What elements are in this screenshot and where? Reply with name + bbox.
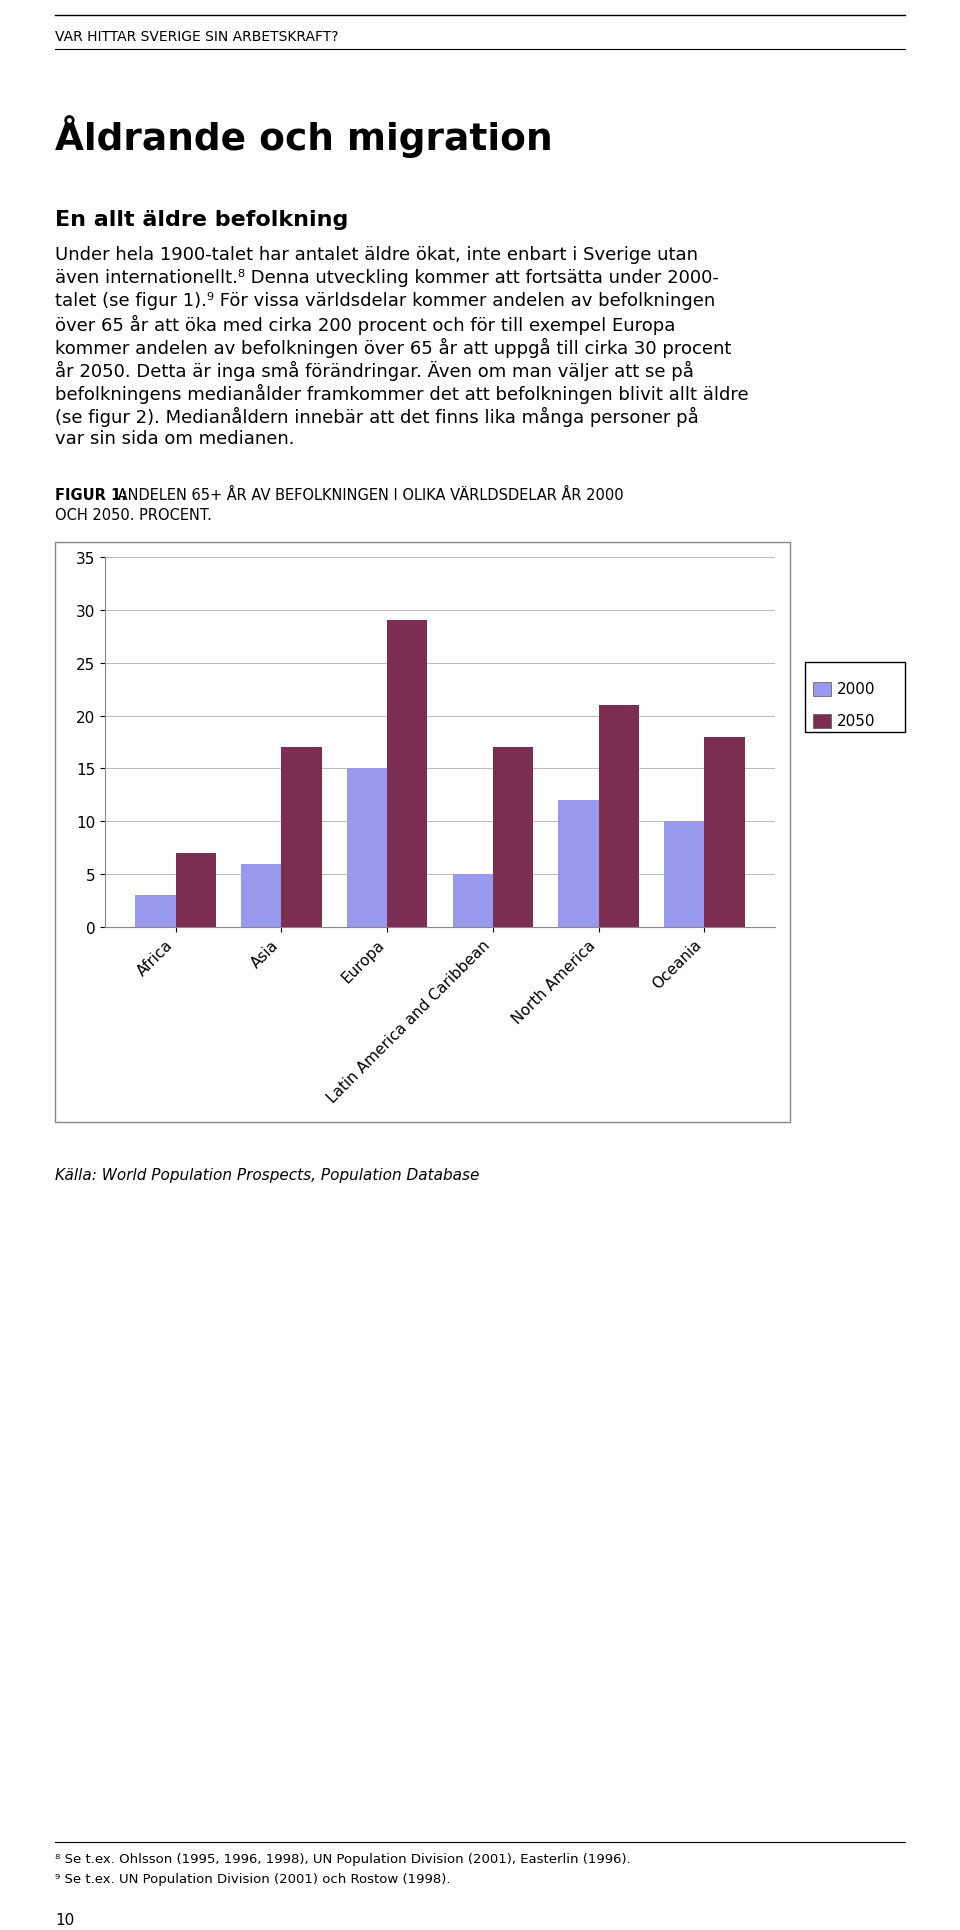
Text: talet (se figur 1).⁹ För vissa världsdelar kommer andelen av befolkningen: talet (se figur 1).⁹ För vissa världsdel…	[55, 291, 715, 311]
Text: Åldrande och migration: Åldrande och migration	[55, 116, 553, 158]
Text: OCH 2050. PROCENT.: OCH 2050. PROCENT.	[55, 508, 212, 523]
Text: VAR HITTAR SVERIGE SIN ARBETSKRAFT?: VAR HITTAR SVERIGE SIN ARBETSKRAFT?	[55, 31, 339, 44]
Bar	[705, 737, 745, 928]
Bar	[813, 714, 831, 730]
Text: år 2050. Detta är inga små förändringar. Även om man väljer att se på: år 2050. Detta är inga små förändringar.…	[55, 361, 694, 380]
Text: Under hela 1900-talet har antalet äldre ökat, inte enbart i Sverige utan: Under hela 1900-talet har antalet äldre …	[55, 245, 698, 264]
Text: (se figur 2). Medianåldern innebär att det finns lika många personer på: (se figur 2). Medianåldern innebär att d…	[55, 407, 699, 427]
Text: kommer andelen av befolkningen över 65 år att uppgå till cirka 30 procent: kommer andelen av befolkningen över 65 å…	[55, 338, 732, 357]
Text: Källa: World Population Prospects, Population Database: Källa: World Population Prospects, Popul…	[55, 1168, 479, 1183]
Text: FIGUR 1:: FIGUR 1:	[55, 488, 127, 502]
Text: 2050: 2050	[837, 714, 876, 730]
Bar	[453, 874, 492, 928]
Text: befolkningens medianålder framkommer det att befolkningen blivit allt äldre: befolkningens medianålder framkommer det…	[55, 384, 749, 403]
Text: ANDELEN 65+ ÅR AV BEFOLKNINGEN I OLIKA VÄRLDSDELAR ÅR 2000: ANDELEN 65+ ÅR AV BEFOLKNINGEN I OLIKA V…	[113, 488, 624, 502]
Bar	[176, 853, 216, 928]
Bar	[559, 801, 599, 928]
Text: 2000: 2000	[837, 681, 876, 697]
Bar	[599, 706, 638, 928]
Bar	[664, 822, 705, 928]
Bar	[813, 683, 831, 697]
Text: även internationellt.⁸ Denna utveckling kommer att fortsätta under 2000-: även internationellt.⁸ Denna utveckling …	[55, 268, 719, 288]
Text: ⁸ Se t.ex. Ohlsson (1995, 1996, 1998), UN Population Division (2001), Easterlin : ⁸ Se t.ex. Ohlsson (1995, 1996, 1998), U…	[55, 1853, 631, 1864]
Bar	[805, 662, 905, 733]
Text: över 65 år att öka med cirka 200 procent och för till exempel Europa: över 65 år att öka med cirka 200 procent…	[55, 315, 676, 336]
Bar	[492, 749, 533, 928]
Bar	[387, 621, 427, 928]
Bar	[241, 865, 281, 928]
Bar	[347, 768, 387, 928]
Text: ⁹ Se t.ex. UN Population Division (2001) och Rostow (1998).: ⁹ Se t.ex. UN Population Division (2001)…	[55, 1872, 450, 1886]
Text: 10: 10	[55, 1913, 74, 1926]
Text: En allt äldre befolkning: En allt äldre befolkning	[55, 210, 348, 230]
Text: var sin sida om medianen.: var sin sida om medianen.	[55, 430, 295, 448]
Bar	[135, 896, 176, 928]
Bar	[281, 749, 322, 928]
Bar	[55, 542, 790, 1123]
